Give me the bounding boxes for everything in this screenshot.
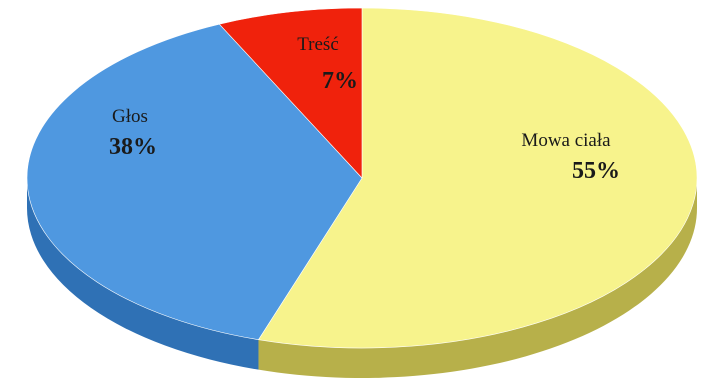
slice-value-tresc: 7%	[322, 68, 358, 94]
slice-label-glos: Głos	[112, 106, 148, 127]
slice-glos	[26, 23, 363, 341]
slice-mowa-ciala	[257, 7, 698, 349]
slice-value-glos: 38%	[109, 134, 157, 160]
pie-slices	[26, 7, 698, 349]
slice-label-mowa-ciala: Mowa ciała	[521, 130, 611, 151]
slice-labels: Mowa ciała 55% Głos 38% Treść 7%	[109, 34, 620, 184]
slice-value-mowa-ciala: 55%	[572, 158, 620, 184]
slice-side-mowa-ciala	[258, 178, 697, 378]
slice-tresc	[218, 7, 363, 179]
slice-side-glos	[27, 178, 259, 370]
slice-label-tresc: Treść	[297, 34, 339, 55]
pie-depth	[27, 178, 697, 378]
